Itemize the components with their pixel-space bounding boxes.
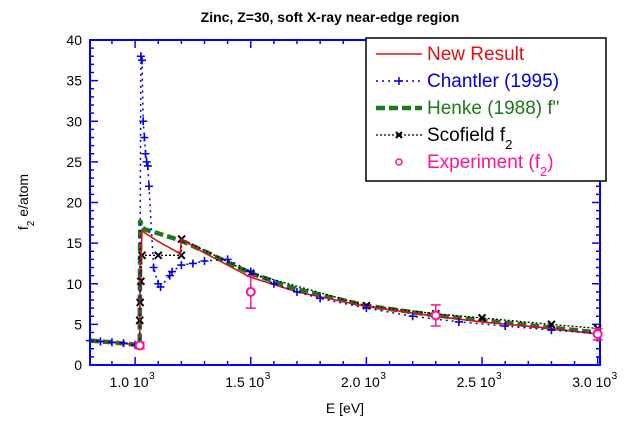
legend-label: New Result [427, 44, 525, 65]
legend-label: Henke (1988) f" [427, 98, 559, 119]
data-point-plus [362, 304, 371, 313]
y-tick-label: 10 [66, 276, 82, 292]
x-tick-label: 3.0 10 [572, 374, 611, 390]
y-axis-label: f2 e/atom [15, 174, 37, 230]
x-tick-exponent: 3 [380, 371, 386, 382]
x-tick-exponent: 3 [265, 371, 271, 382]
data-point-plus [501, 322, 510, 330]
data-point-plus [200, 257, 209, 265]
data-point-plus [188, 259, 197, 268]
data-point-x [137, 251, 147, 260]
y-tick-label: 5 [74, 316, 82, 332]
legend-marker [395, 77, 403, 85]
data-point-plus [293, 287, 302, 296]
data-point-plus [119, 339, 128, 348]
y-tick-label: 35 [66, 73, 82, 89]
data-point-plus [144, 182, 153, 191]
data-point-plus [168, 267, 177, 276]
y-tick-label: 40 [66, 32, 82, 48]
data-point-plus [141, 149, 150, 158]
data-point-plus [269, 279, 278, 288]
x-tick-label: 1.5 10 [225, 374, 264, 390]
data-point-x [547, 320, 556, 329]
data-point-plus [96, 337, 105, 346]
data-point-plus [86, 336, 94, 345]
data-point-plus [138, 56, 147, 65]
data-point-experiment [245, 286, 256, 297]
x-tick-label: 1.0 10 [110, 374, 149, 390]
data-point-plus [107, 338, 116, 347]
data-point-plus [177, 261, 186, 270]
y-tick-label: 25 [66, 154, 82, 170]
data-point-plus [223, 255, 232, 264]
data-point-plus [547, 326, 556, 335]
data-point-x [136, 277, 146, 286]
x-axis-label: E [eV] [326, 400, 364, 416]
data-point-x [477, 313, 487, 323]
data-point-experiment [134, 340, 145, 351]
data-point-x [154, 251, 163, 260]
data-point-plus [454, 317, 463, 326]
y-tick-label: 0 [74, 357, 82, 373]
data-point-plus [316, 294, 325, 303]
data-point-experiment [592, 329, 603, 340]
x-tick-exponent: 3 [612, 371, 618, 382]
legend-label: Chantler (1995) [427, 71, 559, 92]
data-point-plus [139, 117, 148, 126]
x-tick-label: 2.5 10 [457, 374, 496, 390]
data-point-plus [246, 267, 255, 276]
y-tick-label: 20 [66, 195, 82, 211]
data-point-plus [165, 271, 174, 280]
data-point-plus [149, 263, 158, 272]
data-point-experiment [430, 310, 441, 321]
legend-marker [395, 158, 403, 166]
data-point-plus [136, 52, 145, 61]
legend-marker [395, 131, 403, 139]
data-point-plus [140, 133, 149, 142]
y-tick-label: 15 [66, 235, 82, 251]
x-tick-exponent: 3 [496, 371, 502, 382]
legend: New Result Chantler (1995) Henke (1988) f"… [365, 37, 607, 182]
x-tick-label: 2.0 10 [341, 374, 380, 390]
data-point-plus [143, 161, 152, 170]
y-tick-label: 30 [66, 113, 82, 129]
chart-title: Zinc, Z=30, soft X-ray near-edge region [201, 9, 460, 25]
x-tick-exponent: 3 [149, 371, 155, 382]
data-point-plus [142, 157, 151, 166]
data-point-plus [408, 312, 417, 321]
series-line [90, 229, 598, 346]
data-point-plus [156, 283, 165, 291]
